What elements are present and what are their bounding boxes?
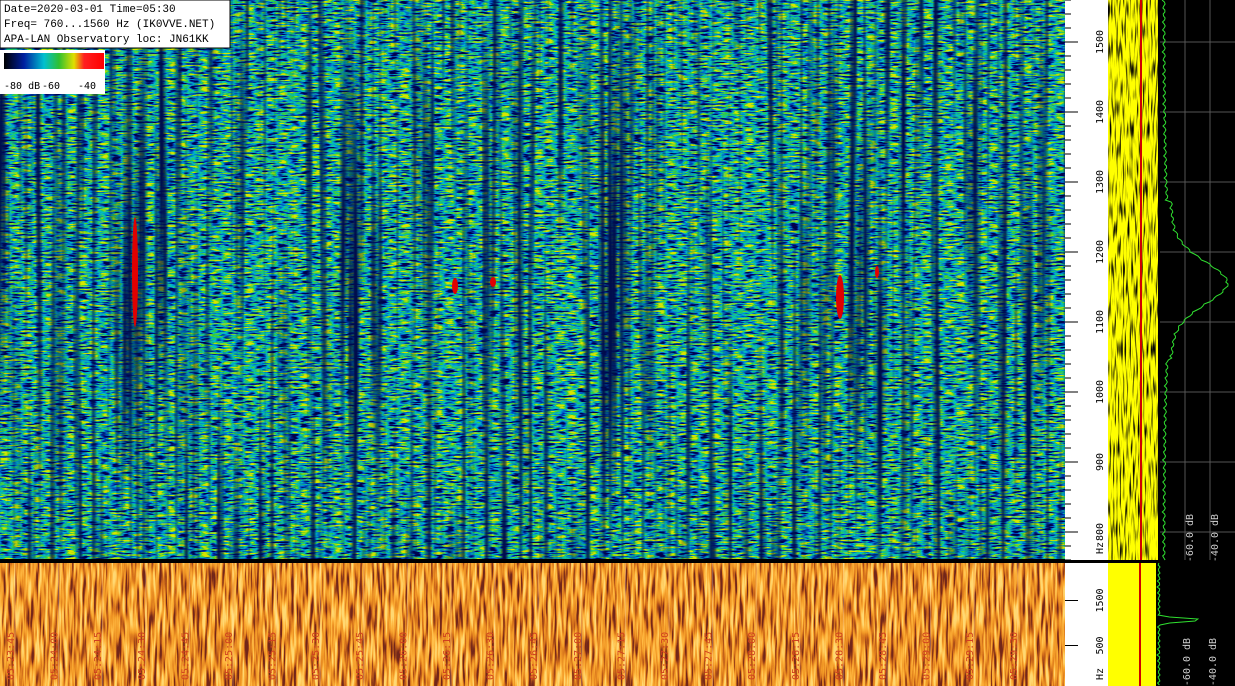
time-label: 05:27:15 [616,632,627,680]
time-label: 05:27:00 [573,632,584,680]
time-label: 05:28:30 [834,632,845,680]
db-label: -40.0 dB [1210,514,1221,562]
time-label: 05:24:45 [180,632,191,680]
time-label: 05:24:00 [50,632,61,680]
time-label: 05:28:45 [878,632,889,680]
meteor-echoes [132,217,879,327]
colorbar [4,53,104,69]
freq-label: 500 [1095,636,1106,654]
time-label: 05:24:30 [137,632,148,680]
freq-label: 1000 [1095,380,1106,404]
time-label: 05:26:15 [442,632,453,680]
lower-waterfall [0,563,1065,686]
freq-label: 800 [1095,523,1106,541]
time-label: 05:25:45 [355,632,366,680]
time-label: 05:27:30 [660,632,671,680]
colorbar-label: -40 [78,81,96,92]
info-line: Freq= 760...1560 Hz (IK0VVE.NET) [4,19,215,31]
lower-level-strip [1108,563,1156,686]
separator [0,559,1065,563]
freq-label: 900 [1095,453,1106,471]
colorbar-label: -80 dB [4,81,40,92]
freq-label: 1500 [1095,588,1106,612]
freq-label: 1400 [1095,100,1106,124]
time-label: 05:25:00 [224,632,235,680]
time-label: 05:24:15 [93,632,104,680]
time-label: 05:25:15 [268,632,279,680]
time-label: 05:26:30 [486,632,497,680]
lower-spectrum-curve [1156,562,1200,686]
info-line: APA-LAN Observatory loc: JN61KK [4,34,209,46]
level-strip-noise [1108,0,1158,560]
time-label: 05:28:15 [791,632,802,680]
time-label: 05:29:15 [965,632,976,680]
time-label: 05:29:30 [1009,632,1020,680]
db-label: -60.0 dB [1182,638,1193,686]
spectrum-grid [1160,0,1235,560]
freq-label: 1500 [1095,30,1106,54]
separator [1065,560,1108,563]
freq-label: 1200 [1095,240,1106,264]
colorbar-label: -60 [42,81,60,92]
spectrum-curve [1161,0,1229,561]
waterfall-streaks [0,0,1065,560]
time-label: 05:26:45 [529,632,540,680]
db-label: -40.0 dB [1208,638,1219,686]
unit-label: Hz [1095,542,1106,554]
time-label: 05:28:00 [747,632,758,680]
time-label: 05:26:00 [398,632,409,680]
db-label: -60.0 dB [1185,514,1196,562]
info-box [0,0,231,49]
time-label: 05:23:45 [6,632,17,680]
unit-label: Hz [1095,668,1106,680]
time-label: 05:27:45 [704,632,715,680]
info-line: Date=2020-03-01 Time=05:30 [4,4,176,16]
freq-label: 1300 [1095,170,1106,194]
time-label: 05:25:30 [311,632,322,680]
time-label: 05:29:00 [922,632,933,680]
freq-ruler [1065,0,1108,686]
freq-label: 1100 [1095,310,1106,334]
